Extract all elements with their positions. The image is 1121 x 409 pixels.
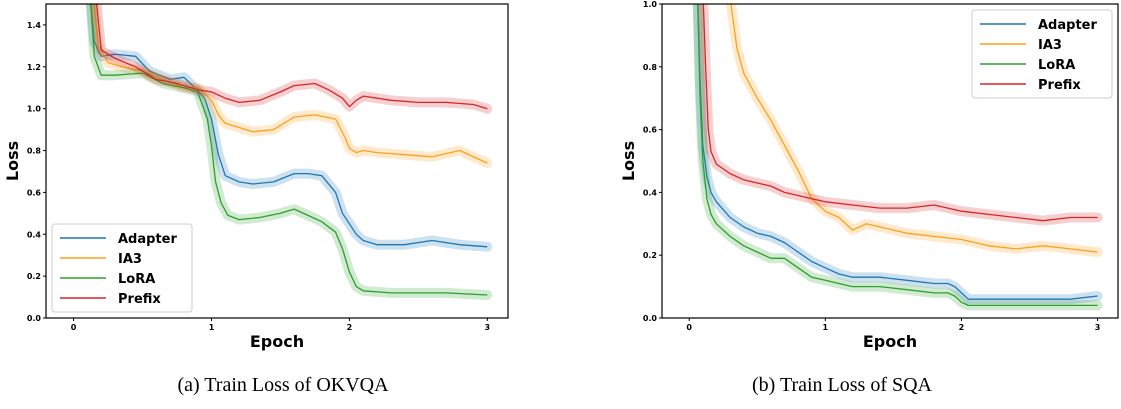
series-line-prefix (702, 4, 1098, 222)
y-tick-label: 0.0 (27, 314, 42, 323)
y-axis-label: Loss (3, 141, 22, 181)
y-tick-label: 0.2 (27, 272, 41, 281)
series-line-lora (90, 4, 488, 296)
chart-sqa: 0 1 2 3 0.0 0.2 0.4 0.6 0.8 1.0 Epoch Loss Adapter IA… (619, 0, 1119, 351)
series-band-prefix (91, 4, 493, 114)
y-tick-label: 1.4 (27, 21, 42, 30)
legend: Adapter IA3 LoRA Prefix (51, 223, 193, 313)
legend-label-ia3: IA3 (118, 252, 142, 267)
x-tick-label: 0 (71, 323, 77, 332)
legend-label-lora: LoRA (118, 272, 155, 287)
y-tick-label: 1.0 (27, 105, 42, 114)
x-tick-label: 3 (485, 323, 491, 332)
y-tick-label: 1.2 (27, 63, 41, 72)
x-tick-label: 0 (686, 323, 692, 332)
series-line-adapter (697, 4, 1098, 300)
chart-okvqa: 0 1 2 3 0.0 0.2 0.4 0.6 0.8 1.0 1.2 1.4 Epoch Loss Ada… (3, 3, 509, 351)
x-tick-label: 3 (1095, 323, 1101, 332)
y-tick-label: 1.0 (643, 0, 658, 9)
x-tick-label: 2 (959, 323, 965, 332)
x-axis-label: Epoch (250, 332, 304, 351)
y-tick-label: 0.4 (643, 188, 658, 197)
x-tick-label: 2 (347, 323, 353, 332)
series-line-adapter (90, 4, 488, 248)
chart-panel-okvqa: 0 1 2 3 0.0 0.2 0.4 0.6 0.8 1.0 1.2 1.4 Epoch Loss Ada… (0, 0, 560, 409)
series-line-prefix (95, 4, 488, 110)
legend-label-prefix: Prefix (118, 292, 161, 307)
legend-label-adapter: Adapter (1038, 18, 1097, 33)
legend-label-lora: LoRA (1038, 58, 1075, 73)
series-line-lora (697, 4, 1098, 307)
legend: Adapter IA3 LoRA Prefix (971, 9, 1113, 99)
x-axis-label: Epoch (863, 332, 917, 351)
chart-caption-sqa: (b) Train Loss of SQA (751, 374, 933, 396)
y-tick-label: 0.4 (27, 230, 42, 239)
legend-label-prefix: Prefix (1038, 78, 1081, 93)
y-tick-label: 0.2 (643, 251, 657, 260)
x-tick-label: 1 (823, 323, 829, 332)
y-axis-label: Loss (619, 141, 638, 181)
chart-panel-sqa: 0 1 2 3 0.0 0.2 0.4 0.6 0.8 1.0 Epoch Loss Adapter IA… (560, 0, 1121, 409)
y-tick-label: 0.8 (643, 63, 658, 72)
series-line-ia3 (730, 4, 1098, 253)
y-tick-label: 0.0 (643, 314, 658, 323)
plot-area (692, 4, 1103, 311)
chart-caption-okvqa: (a) Train Loss of OKVQA (177, 374, 389, 396)
plot-area (85, 4, 493, 300)
axes-frame (661, 3, 1119, 319)
y-tick-label: 0.6 (643, 126, 658, 135)
legend-label-ia3: IA3 (1038, 38, 1062, 53)
axes-frame (45, 3, 509, 319)
y-tick-label: 0.6 (27, 188, 42, 197)
legend-label-adapter: Adapter (118, 232, 177, 247)
y-tick-label: 0.8 (27, 147, 42, 156)
x-tick-label: 1 (209, 323, 215, 332)
